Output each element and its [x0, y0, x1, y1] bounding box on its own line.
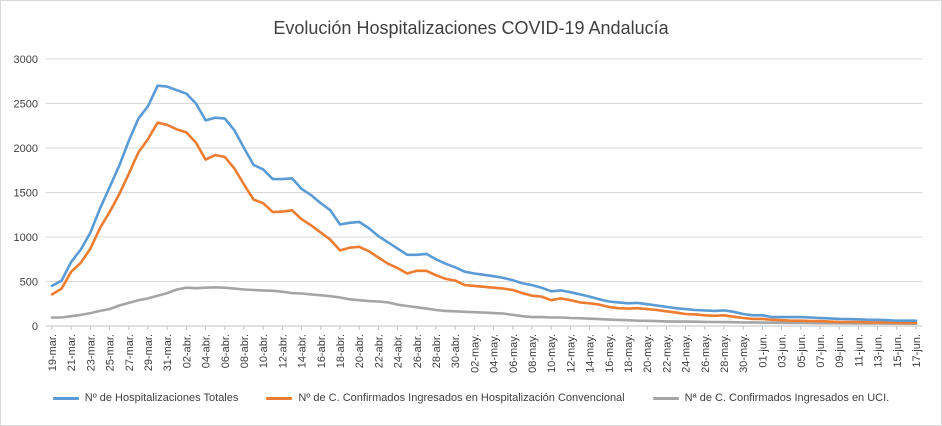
- x-tick-label: 14-abr.: [297, 334, 309, 368]
- x-tick-label: 20-may.: [642, 334, 654, 373]
- x-tick-label: 12-abr.: [277, 334, 289, 368]
- x-tick-label: 13-jun.: [873, 334, 885, 368]
- legend-swatch-uci: [652, 396, 679, 400]
- y-tick-label: 1500: [14, 188, 38, 200]
- series-line-2: [50, 285, 918, 326]
- legend-item-uci[interactable]: Nª de C. Confirmados Ingresados en UCI.: [652, 392, 890, 404]
- x-axis-ticks: 19-mar. 21-mar. 23-mar. 25-mar. 27-mar. 29-ma…: [46, 325, 923, 373]
- legend-label-convencional: Nº de C. Confirmados Ingresados en Hospi…: [298, 392, 625, 404]
- x-tick-label: 09-jun.: [834, 334, 846, 368]
- x-tick-label: 30-abr.: [450, 334, 462, 368]
- x-tick-label: 06-abr.: [220, 334, 232, 368]
- x-tick-label: 26-abr.: [412, 334, 424, 368]
- legend-label-totales: Nº de Hospitalizaciones Totales: [84, 392, 239, 404]
- x-tick-label: 24-abr.: [393, 334, 405, 368]
- chart-title: Evolución Hospitalizaciones COVID-19 And…: [273, 18, 669, 38]
- y-tick-label: 1000: [14, 232, 38, 244]
- series-lines: [50, 84, 918, 326]
- series-line-1: [50, 121, 918, 325]
- x-tick-label: 08-abr.: [239, 334, 251, 368]
- x-tick-label: 07-jun.: [815, 334, 827, 368]
- x-tick-label: 11-jun.: [853, 334, 865, 367]
- x-tick-label: 01-jun.: [757, 334, 769, 368]
- x-tick-label: 25-mar.: [105, 334, 117, 371]
- x-tick-label: 21-mar.: [66, 334, 78, 371]
- legend-swatch-convencional: [266, 396, 293, 400]
- legend: Nº de Hospitalizaciones Totales Nº de C.…: [0, 392, 942, 404]
- x-tick-label: 16-may.: [604, 334, 616, 373]
- x-tick-label: 23-mar.: [85, 334, 97, 371]
- x-tick-label: 29-mar.: [143, 334, 155, 371]
- y-axis-ticks: 0 500 1000 1500 2000 2500 3000: [14, 54, 38, 333]
- series-line-0: [50, 84, 918, 323]
- x-tick-label: 10-may.: [546, 334, 558, 373]
- x-tick-label: 04-abr.: [201, 334, 213, 368]
- x-tick-label: 16-abr.: [316, 334, 328, 368]
- x-tick-label: 10-abr.: [258, 334, 270, 368]
- x-tick-label: 19-mar.: [47, 334, 59, 371]
- y-tick-label: 0: [32, 321, 38, 333]
- x-tick-label: 31-mar.: [162, 334, 174, 371]
- y-tick-label: 2500: [14, 99, 38, 111]
- x-tick-label: 08-may.: [527, 334, 539, 373]
- x-tick-label: 12-may.: [565, 334, 577, 373]
- legend-item-convencional[interactable]: Nº de C. Confirmados Ingresados en Hospi…: [266, 392, 625, 404]
- x-tick-label: 20-abr.: [354, 334, 366, 368]
- x-tick-label: 22-may.: [661, 334, 673, 373]
- x-tick-label: 14-may.: [585, 334, 597, 373]
- legend-swatch-totales: [52, 396, 79, 400]
- y-tick-label: 500: [20, 277, 38, 289]
- x-tick-label: 15-jun.: [892, 334, 904, 368]
- x-tick-label: 18-abr.: [335, 334, 347, 368]
- x-tick-label: 22-abr.: [373, 334, 385, 368]
- x-tick-label: 28-abr.: [431, 334, 443, 368]
- x-tick-label: 30-may.: [738, 334, 750, 373]
- x-tick-label: 03-jun.: [777, 334, 789, 368]
- x-tick-label: 02-may.: [469, 334, 481, 373]
- x-tick-label: 18-may.: [623, 334, 635, 373]
- x-tick-label: 05-jun.: [796, 334, 808, 368]
- x-tick-label: 04-may.: [489, 334, 501, 373]
- y-tick-label: 2000: [14, 143, 38, 155]
- x-tick-label: 27-mar.: [124, 334, 136, 371]
- legend-item-totales[interactable]: Nº de Hospitalizaciones Totales: [52, 392, 239, 404]
- x-tick-label: 26-may.: [700, 334, 712, 373]
- x-tick-label: 17-jun.: [911, 334, 923, 368]
- x-tick-label: 28-may.: [719, 334, 731, 373]
- y-tick-label: 3000: [14, 54, 38, 66]
- x-tick-label: 24-may.: [681, 334, 693, 373]
- x-tick-label: 02-abr.: [181, 334, 193, 368]
- legend-label-uci: Nª de C. Confirmados Ingresados en UCI.: [684, 392, 890, 404]
- x-tick-label: 06-may.: [508, 334, 520, 373]
